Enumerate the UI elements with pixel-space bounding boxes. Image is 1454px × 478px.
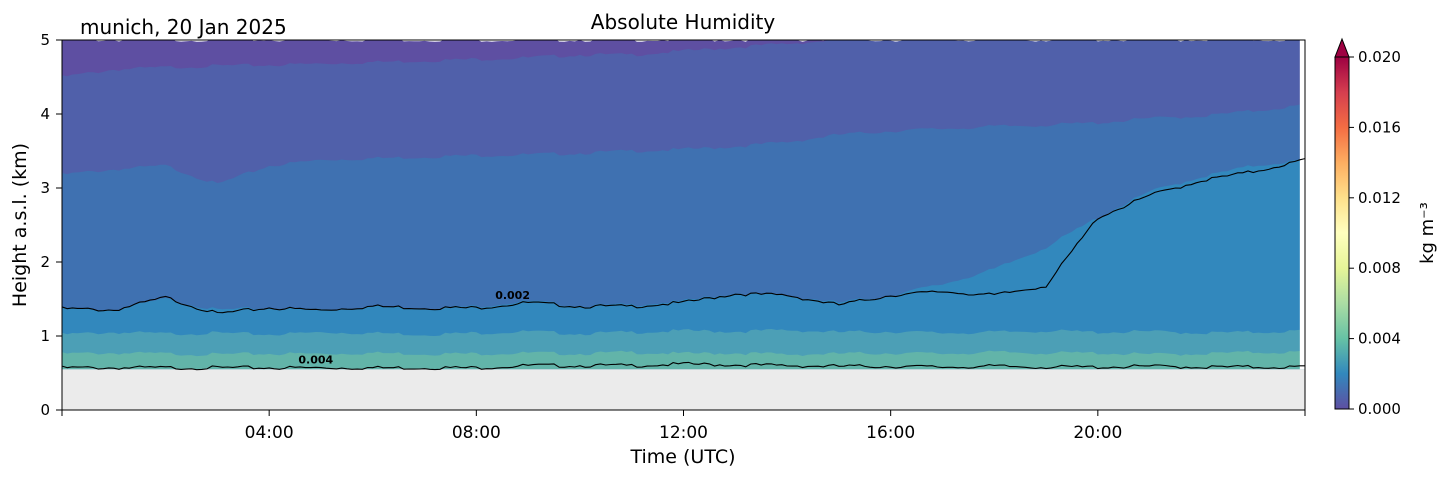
contour-line-0.002 — [62, 158, 1305, 314]
y-tick-label: 1 — [40, 327, 50, 345]
plot-area — [62, 40, 1305, 410]
y-tick-label: 2 — [40, 253, 50, 271]
colorbar-tick-label: 0.000 — [1358, 400, 1401, 418]
colorbar-extend-arrow — [1334, 37, 1350, 58]
contour-label: 0.002 — [495, 289, 530, 302]
colorbar-tick-label: 0.016 — [1358, 118, 1401, 136]
no-data-right-edge — [1299, 40, 1305, 370]
y-tick-label: 0 — [40, 401, 50, 419]
chart-title: Absolute Humidity — [591, 10, 776, 34]
x-tick-label: 12:00 — [659, 423, 708, 443]
contour-lines: 0.002 0.004 — [62, 158, 1305, 371]
contour-label: 0.004 — [298, 353, 333, 366]
colorbar-tick-label: 0.012 — [1358, 189, 1401, 207]
x-tick-label: 16:00 — [866, 423, 915, 443]
colorbar-gradient — [1334, 56, 1350, 410]
colorbar: 0.000 0.004 0.008 0.012 0.016 0.020 kg m⁻³ — [1334, 37, 1438, 418]
x-tick-label: 08:00 — [452, 423, 501, 443]
colorbar-tick-label: 0.020 — [1358, 48, 1401, 66]
x-axis: 04:00 08:00 12:00 16:00 20:00 — [61, 410, 1306, 443]
contour-line-0.004 — [62, 361, 1305, 371]
colorbar-label: kg m⁻³ — [1417, 202, 1438, 264]
colorbar-tick-label: 0.008 — [1358, 259, 1401, 277]
y-axis-label: Height a.s.l. (km) — [9, 143, 31, 307]
y-tick-label: 3 — [40, 179, 50, 197]
y-axis: 0 1 2 3 4 5 — [40, 31, 62, 419]
y-tick-label: 5 — [40, 31, 50, 49]
humidity-layer-5 — [62, 350, 1305, 370]
colorbar-tick-label: 0.004 — [1358, 330, 1401, 348]
x-tick-label: 04:00 — [245, 423, 294, 443]
x-tick-label: 20:00 — [1073, 423, 1122, 443]
chart-subtitle: munich, 20 Jan 2025 — [80, 15, 287, 39]
no-data-region — [62, 369, 1305, 410]
x-axis-label: Time (UTC) — [629, 446, 735, 468]
humidity-layer-3 — [62, 158, 1305, 370]
y-tick-label: 4 — [40, 105, 50, 123]
